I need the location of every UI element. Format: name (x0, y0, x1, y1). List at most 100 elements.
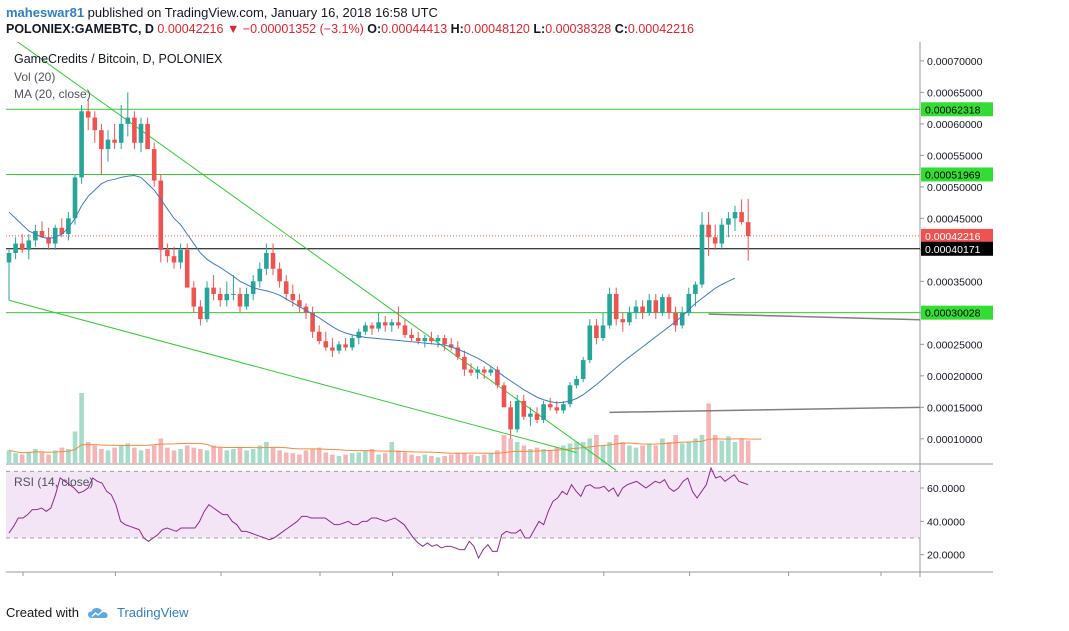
volume-bar (297, 454, 302, 463)
volume-bar (79, 393, 84, 463)
price-tick-label: 0.00020000 (927, 371, 983, 383)
chart-area[interactable]: 0.00010000 0.00015000 0.00020000 0.00025000… (6, 42, 993, 577)
price-tick-label: 0.00025000 (927, 339, 983, 351)
candle-body (184, 249, 190, 288)
volume-bar (706, 403, 711, 463)
volume-bar (448, 454, 454, 463)
volume-bar (726, 436, 731, 463)
volume-bar (165, 447, 170, 463)
last-price: 0.00042216 (157, 22, 224, 36)
volume-bar (712, 435, 718, 463)
volume-bar (528, 449, 533, 463)
tradingview-link[interactable]: TradingView (116, 605, 189, 620)
candle-body (567, 385, 573, 405)
ma-legend: MA (20, close) (14, 87, 91, 101)
open-value: 0.00044413 (381, 22, 448, 36)
candle-body (125, 117, 131, 124)
volume-bar (316, 447, 322, 463)
candle-body (468, 369, 474, 373)
volume-bar (587, 438, 593, 463)
volume-bar (264, 442, 269, 463)
price-tick-label: 0.00065000 (927, 87, 983, 99)
candle-body (554, 407, 560, 411)
candle-body (297, 300, 302, 307)
volume-bar (19, 454, 25, 463)
candle-body (310, 312, 315, 332)
candle-body (448, 344, 454, 348)
rsi-tick-label: 60.0000 (927, 483, 965, 495)
candle-body (244, 293, 249, 307)
candle-body (739, 212, 744, 223)
candle-body (415, 338, 421, 342)
volume-bar (679, 443, 685, 463)
volume-bar (151, 445, 157, 463)
candle-body (59, 227, 65, 235)
volume-bar (376, 454, 381, 463)
rsi-tick-label: 40.0000 (927, 516, 965, 528)
candle-body (574, 378, 579, 386)
volume-bar (330, 454, 335, 463)
candle-body (389, 322, 395, 326)
candle-body (528, 413, 533, 417)
candle-body (501, 385, 507, 408)
volume-bar (132, 447, 137, 463)
author-link[interactable]: maheswar81 (6, 5, 85, 20)
volume-bar (26, 451, 32, 463)
candle-body (534, 413, 540, 420)
candle-body (561, 404, 566, 411)
candle-body (204, 287, 210, 320)
candle-body (217, 293, 223, 301)
volume-bar (92, 445, 98, 463)
volume-bar (627, 445, 632, 463)
candle-body (138, 123, 144, 143)
volume-bar (178, 449, 183, 463)
volume-bar (660, 438, 665, 463)
candle-body (547, 404, 553, 408)
volume-bar (653, 445, 659, 463)
volume-bar (686, 442, 692, 463)
volume-bar (745, 440, 751, 463)
moving-average-line (8, 175, 736, 404)
candle-body (26, 240, 32, 250)
price-tick-label: 0.00060000 (927, 119, 983, 131)
volume-bar (534, 447, 540, 463)
volume-bar (501, 435, 507, 463)
candle-body (85, 111, 91, 118)
volume-bar (547, 450, 553, 463)
price-chart[interactable]: 0.00010000 0.00015000 0.00020000 0.00025000… (6, 42, 993, 577)
price-label-box (921, 102, 993, 117)
volume-bar (99, 449, 104, 463)
volume-bar (118, 445, 124, 463)
candle-body (587, 325, 593, 361)
volume-bar (158, 438, 164, 463)
volume-bar (138, 450, 144, 463)
trendline (16, 42, 617, 471)
candle-body (699, 224, 705, 285)
candle-body (508, 407, 513, 430)
volume-bar (620, 442, 626, 463)
volume-bar (33, 449, 38, 463)
volume-bar (468, 454, 474, 463)
volume-bar (429, 456, 434, 463)
candle-body (613, 293, 619, 320)
candle-body (435, 338, 441, 342)
volume-bar (231, 449, 236, 463)
candle-body (627, 312, 632, 323)
volume-bar (396, 450, 401, 463)
volume-bar (244, 450, 249, 463)
candle-body (726, 218, 731, 225)
candle-body (594, 325, 599, 339)
rsi-line (8, 466, 749, 560)
volume-bar (59, 447, 65, 463)
volume-bar (646, 443, 652, 463)
price-label-box (921, 228, 993, 243)
candle-body (633, 306, 639, 313)
volume-bar (356, 452, 362, 463)
high-label: H: (450, 22, 464, 36)
volume-bar (382, 453, 388, 463)
candle-body (224, 293, 230, 301)
candle-body (52, 227, 58, 244)
volume-bar (580, 442, 586, 463)
candle-body (653, 300, 659, 313)
volume-bar (184, 445, 190, 463)
